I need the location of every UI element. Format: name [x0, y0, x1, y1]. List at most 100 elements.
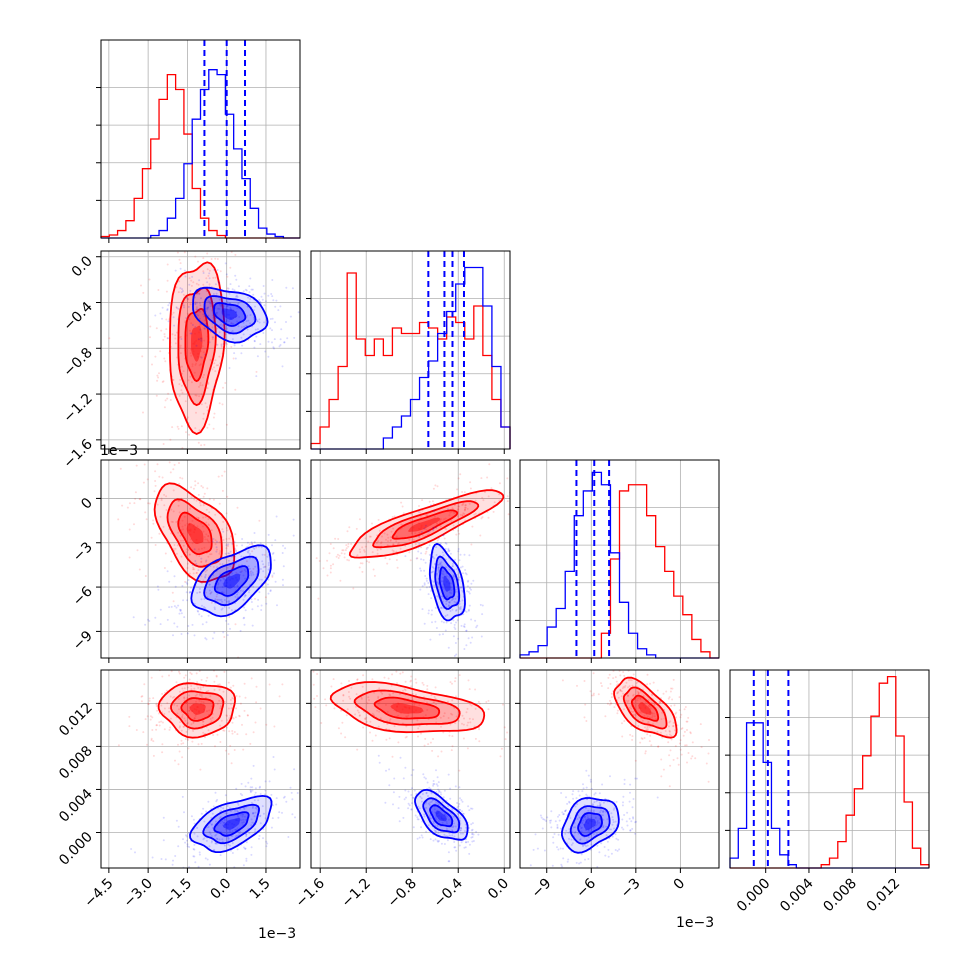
blue-point — [200, 615, 203, 618]
red-point — [162, 443, 165, 445]
blue-point — [227, 572, 230, 575]
blue-point — [455, 653, 458, 656]
blue-point — [569, 817, 572, 819]
blue-point — [248, 832, 251, 835]
blue-point — [262, 570, 265, 573]
red-point — [329, 567, 332, 570]
red-point — [166, 397, 169, 400]
red-point — [540, 461, 542, 463]
red-point — [387, 540, 389, 543]
blue-point — [211, 540, 214, 543]
blue-point — [233, 289, 236, 292]
blue-point — [250, 541, 253, 544]
red-point — [181, 391, 184, 394]
red-point — [364, 718, 367, 721]
red-point — [660, 775, 663, 778]
blue-point — [444, 542, 447, 544]
red-point — [683, 708, 686, 711]
red-point — [646, 726, 649, 729]
blue-point — [447, 773, 450, 776]
red-point — [174, 759, 176, 762]
blue-point — [212, 538, 215, 540]
red-point — [658, 700, 661, 703]
red-contour — [372, 500, 480, 549]
blue-point — [444, 629, 447, 632]
red-point — [199, 686, 202, 689]
red-point — [196, 681, 199, 684]
red-point — [202, 450, 204, 452]
blue-point — [188, 591, 191, 594]
red-point — [589, 690, 592, 693]
blue-point — [209, 300, 212, 303]
blue-point — [241, 544, 244, 547]
blue-point — [193, 843, 196, 846]
blue-point — [251, 624, 254, 627]
blue-point — [181, 585, 184, 587]
red-point — [163, 728, 166, 731]
blue-point — [556, 826, 559, 829]
red-point — [617, 690, 620, 693]
blue-point — [562, 813, 565, 816]
blue-point — [255, 375, 258, 378]
red-point — [191, 710, 194, 713]
red-point — [416, 664, 418, 666]
blue-point — [622, 795, 625, 798]
blue-point — [443, 814, 446, 817]
blue-point — [282, 796, 285, 799]
blue-point — [453, 841, 456, 843]
red-point — [200, 742, 203, 745]
red-point — [174, 334, 177, 337]
red-contour — [170, 690, 225, 730]
blue-point — [595, 833, 598, 835]
red-point — [615, 680, 618, 683]
blue-point — [205, 638, 208, 641]
red-point — [220, 345, 223, 348]
red-point — [606, 702, 609, 705]
red-point — [198, 711, 200, 714]
blue-point — [222, 530, 225, 533]
blue-point — [285, 321, 287, 323]
blue-point — [251, 821, 254, 824]
red-point — [188, 553, 191, 556]
red-point — [281, 683, 284, 686]
blue-point — [541, 827, 544, 830]
blue-point — [632, 816, 634, 819]
red-point — [644, 752, 647, 755]
red-point — [364, 537, 367, 540]
red-point — [156, 463, 159, 466]
red-point — [548, 517, 550, 519]
red-point — [238, 564, 240, 567]
red-point — [538, 706, 540, 708]
blue-point — [292, 534, 295, 537]
red-point — [156, 374, 159, 377]
red-point — [177, 504, 180, 507]
blue-point — [191, 275, 194, 278]
red-point — [395, 670, 398, 673]
blue-point — [205, 839, 208, 842]
red-point — [183, 725, 186, 728]
blue-point — [465, 644, 468, 647]
blue-point — [460, 827, 462, 830]
blue-point — [623, 814, 626, 816]
red-point — [340, 732, 343, 735]
red-point — [197, 548, 200, 551]
blue-point — [399, 756, 402, 759]
red-point — [532, 480, 534, 482]
blue-point — [217, 582, 220, 585]
blue-point — [456, 806, 459, 809]
red-point — [278, 695, 281, 698]
blue-point — [254, 565, 257, 568]
red-point — [363, 550, 366, 553]
red-point — [623, 674, 626, 677]
blue-point — [584, 858, 586, 861]
red-point — [317, 597, 320, 600]
red-point — [179, 534, 182, 537]
scatter-panel-3-2: −9 −6 −3 0 — [515, 669, 720, 901]
blue-point — [209, 592, 212, 595]
blue-point — [225, 342, 227, 344]
red-point — [345, 547, 348, 550]
red-point — [263, 553, 266, 556]
red-point — [238, 695, 241, 698]
red-point — [180, 729, 183, 732]
blue-point — [467, 590, 470, 593]
